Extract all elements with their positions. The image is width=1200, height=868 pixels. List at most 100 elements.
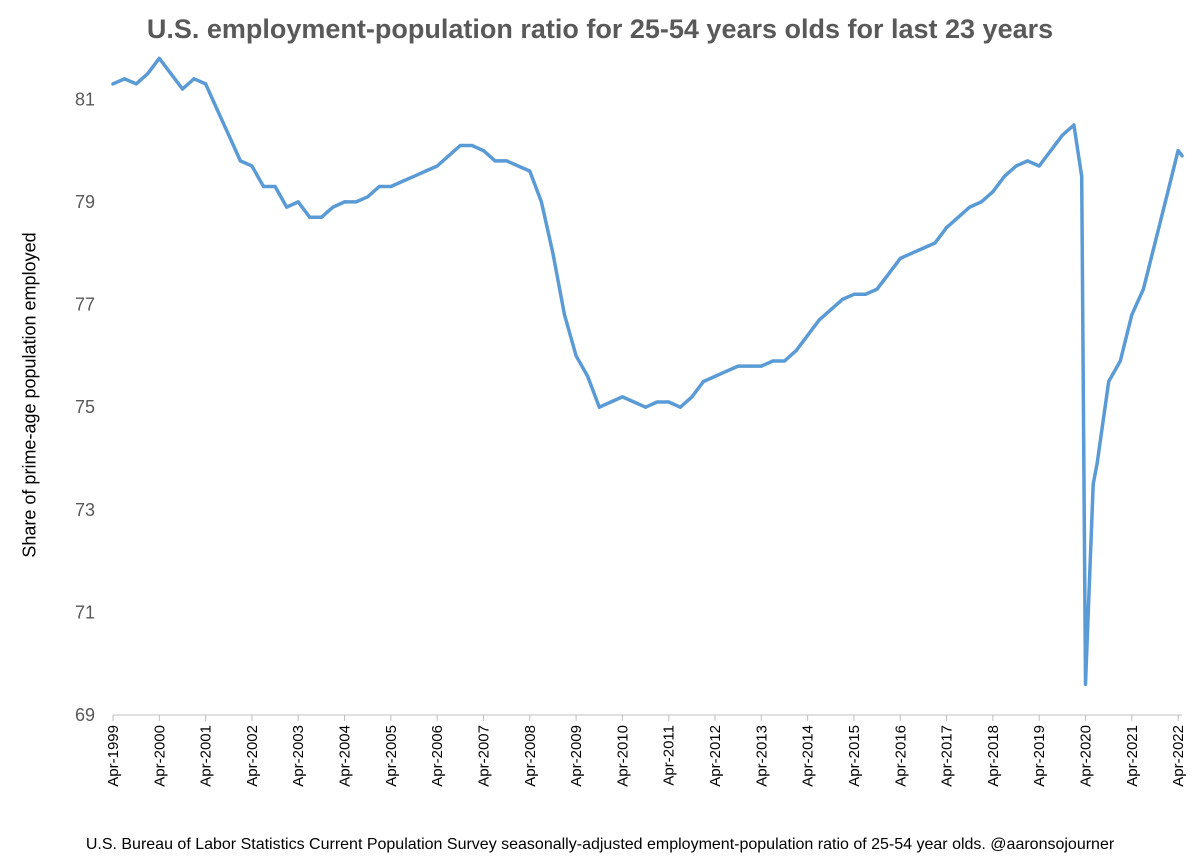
data-point [678,405,682,409]
data-point [875,287,879,291]
data-point [516,164,520,168]
data-point [1037,164,1041,168]
x-tick-label: Apr-2003 [290,725,307,787]
data-point [215,108,219,112]
x-tick-label: Apr-2004 [337,725,354,787]
data-point [539,200,544,204]
data-point [528,169,532,173]
x-tick-label: Apr-2014 [800,725,817,787]
data-point [1176,149,1180,153]
x-tick-label: Apr-1999 [105,725,122,787]
data-point [366,195,370,199]
y-tick-label: 75 [75,397,95,417]
data-point [412,174,416,178]
data-point [736,364,740,368]
data-point [1060,133,1064,137]
source-footnote: U.S. Bureau of Labor Statistics Current … [85,836,1115,853]
data-point [169,72,173,76]
data-point [829,308,833,312]
x-tick-label: Apr-2006 [429,725,446,787]
data-point [794,349,798,353]
y-tick-label: 77 [75,295,95,315]
data-point [1118,359,1122,363]
x-tick-label: Apr-2007 [475,725,492,787]
data-point [1153,241,1157,245]
data-point [180,87,185,91]
y-tick-label: 79 [75,192,95,212]
data-point [667,400,671,404]
x-tick-label: Apr-2011 [661,725,678,786]
data-point [620,395,625,399]
data-point [1095,462,1099,466]
data-point [134,82,138,86]
x-axis: Apr-1999 Apr-2000 Apr-2001 Apr-2002 Apr-2003… [105,714,1187,787]
y-tick-label: 81 [75,89,95,109]
x-tick-label: Apr-2018 [985,725,1002,787]
data-point [991,190,995,194]
x-tick-label: Apr-2005 [383,725,400,787]
x-tick-label: Apr-2001 [198,725,215,787]
data-point [238,159,242,163]
x-tick-label: Apr-2012 [707,725,724,787]
data-point [898,256,902,260]
data-point [644,405,648,409]
data-point [586,374,590,378]
data-point [400,179,404,183]
data-point [111,82,115,86]
data-point [331,205,335,209]
data-point [227,133,231,137]
data-point [458,143,462,148]
data-point [157,56,161,60]
data-point [979,200,983,204]
data-point [261,184,266,189]
data-point [597,405,601,409]
data-point [146,72,150,76]
data-point [887,272,891,276]
data-point [806,333,810,337]
x-tick-label: Apr-2015 [846,725,863,787]
data-point [204,82,208,86]
x-tick-label: Apr-2019 [1031,725,1048,787]
data-point [505,159,509,163]
data-point [771,359,775,363]
data-point [968,205,972,209]
series-layer [111,56,1184,686]
series-line [111,56,1184,686]
data-point [701,379,706,384]
data-point [574,354,578,358]
data-point [910,251,914,255]
data-point [863,292,868,296]
data-point [285,205,289,209]
data-point [1026,159,1030,163]
y-axis-ticks: 69 71 73 75 77 79 81 [75,89,95,725]
data-point [759,364,763,368]
data-point [852,292,856,296]
data-point [1180,154,1184,158]
chart-title: U.S. employment-population ratio for 25-… [146,14,1054,44]
data-point [956,215,960,219]
x-tick-label: Apr-2009 [568,725,585,787]
data-point [817,318,821,322]
data-point [562,313,567,317]
x-tick-label: Apr-2008 [522,725,539,787]
data-point [493,159,497,163]
data-point [389,184,393,189]
data-point [319,215,323,219]
data-point [1130,313,1134,317]
data-point [1083,682,1088,686]
data-point [1080,174,1084,178]
x-tick-label: Apr-2020 [1078,725,1095,787]
x-tick-label: Apr-2000 [151,725,168,787]
data-point [424,169,428,173]
data-point [1165,195,1169,199]
x-tick-label: Apr-2022 [1170,725,1187,787]
data-point [308,215,312,219]
data-point [481,149,486,153]
data-point [1014,164,1018,168]
data-point [447,154,451,158]
data-point [377,184,381,189]
data-point [748,364,752,368]
data-point [296,200,300,204]
data-point [945,226,949,230]
